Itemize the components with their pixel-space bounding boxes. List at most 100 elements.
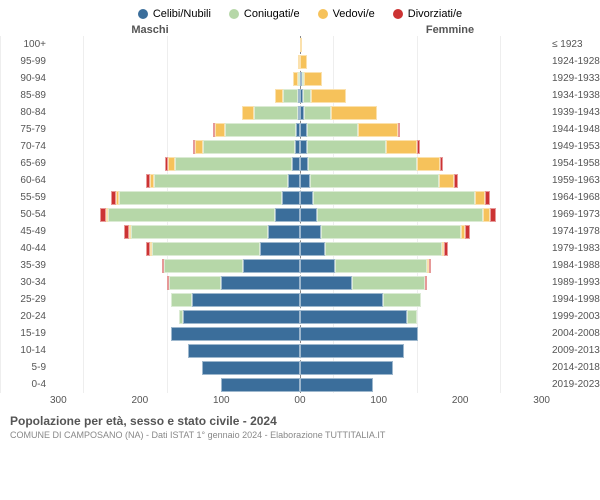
age-row: 45-49 1974-1978 [50, 223, 550, 240]
age-label: 55-59 [2, 192, 46, 203]
bar-male [50, 72, 300, 86]
seg-d [425, 276, 427, 290]
bar-female [300, 157, 550, 171]
seg-co [254, 106, 297, 120]
bar-male [50, 344, 300, 358]
legend-item: Coniugati/e [229, 8, 300, 20]
seg-co [175, 157, 292, 171]
seg-d [454, 174, 458, 188]
age-row: 90-94 1929-1933 [50, 70, 550, 87]
seg-c [300, 242, 325, 256]
seg-co [203, 140, 295, 154]
seg-c [300, 123, 307, 137]
birth-label: 1989-1993 [552, 277, 600, 288]
bar-female [300, 191, 550, 205]
age-row: 85-89 1934-1938 [50, 87, 550, 104]
grid-line [0, 36, 1, 393]
age-label: 5-9 [2, 362, 46, 373]
legend-label: Coniugati/e [244, 8, 300, 20]
seg-co [352, 276, 425, 290]
seg-co [154, 174, 287, 188]
age-row: 30-34 1989-1993 [50, 274, 550, 291]
bar-male [50, 38, 300, 52]
x-tick: 300 [533, 395, 550, 406]
legend-label: Divorziati/e [408, 8, 462, 20]
age-label: 50-54 [2, 209, 46, 220]
bar-male [50, 191, 300, 205]
bar-male [50, 55, 300, 69]
bar-male [50, 361, 300, 375]
seg-v [358, 123, 398, 137]
birth-label: 1959-1963 [552, 175, 600, 186]
bar-female [300, 106, 550, 120]
seg-co [407, 310, 417, 324]
seg-co [313, 191, 476, 205]
seg-co [308, 157, 416, 171]
bar-female [300, 242, 550, 256]
legend-item: Celibi/Nubili [138, 8, 211, 20]
seg-c [300, 157, 308, 171]
bar-female [300, 72, 550, 86]
seg-co [119, 191, 282, 205]
birth-label: 1924-1928 [552, 56, 600, 67]
legend-swatch [138, 9, 148, 19]
age-row: 20-24 1999-2003 [50, 308, 550, 325]
birth-label: 1979-1983 [552, 243, 600, 254]
bar-female [300, 89, 550, 103]
seg-c [288, 174, 301, 188]
seg-co [171, 293, 192, 307]
seg-co [307, 123, 359, 137]
seg-c [282, 191, 300, 205]
bar-female [300, 38, 550, 52]
seg-c [192, 293, 300, 307]
seg-co [304, 106, 331, 120]
seg-v [215, 123, 225, 137]
seg-c [243, 259, 300, 273]
seg-d [465, 225, 470, 239]
seg-v [417, 157, 440, 171]
bar-male [50, 89, 300, 103]
seg-v [168, 157, 175, 171]
seg-c [300, 174, 310, 188]
chart-area: Fasce di età Anni di nascita 100+ ≤ 1923… [0, 36, 600, 393]
seg-co [225, 123, 296, 137]
seg-co [164, 259, 243, 273]
bar-male [50, 293, 300, 307]
birth-label: 1999-2003 [552, 311, 600, 322]
seg-c [221, 276, 300, 290]
birth-label: 1934-1938 [552, 90, 600, 101]
seg-v [195, 140, 203, 154]
age-label: 100+ [2, 39, 46, 50]
seg-d [444, 242, 448, 256]
age-row: 55-59 1964-1968 [50, 189, 550, 206]
bar-female [300, 140, 550, 154]
age-label: 95-99 [2, 56, 46, 67]
birth-label: 1994-1998 [552, 294, 600, 305]
seg-co [383, 293, 421, 307]
age-label: 45-49 [2, 226, 46, 237]
legend-item: Vedovi/e [318, 8, 375, 20]
age-label: 25-29 [2, 294, 46, 305]
seg-c [183, 310, 300, 324]
age-row: 75-79 1944-1948 [50, 121, 550, 138]
legend-label: Vedovi/e [333, 8, 375, 20]
seg-v [475, 191, 485, 205]
birth-label: 1944-1948 [552, 124, 600, 135]
seg-c [300, 378, 373, 392]
bar-male [50, 208, 300, 222]
age-row: 50-54 1969-1973 [50, 206, 550, 223]
seg-co [108, 208, 275, 222]
seg-c [300, 276, 352, 290]
seg-d [429, 259, 432, 273]
seg-c [300, 259, 335, 273]
seg-v [331, 106, 377, 120]
bar-male [50, 140, 300, 154]
seg-v [311, 89, 346, 103]
seg-co [307, 140, 386, 154]
seg-c [300, 140, 307, 154]
age-label: 75-79 [2, 124, 46, 135]
seg-co [335, 259, 427, 273]
seg-v [242, 106, 255, 120]
age-label: 35-39 [2, 260, 46, 271]
birth-label: ≤ 1923 [552, 39, 600, 50]
